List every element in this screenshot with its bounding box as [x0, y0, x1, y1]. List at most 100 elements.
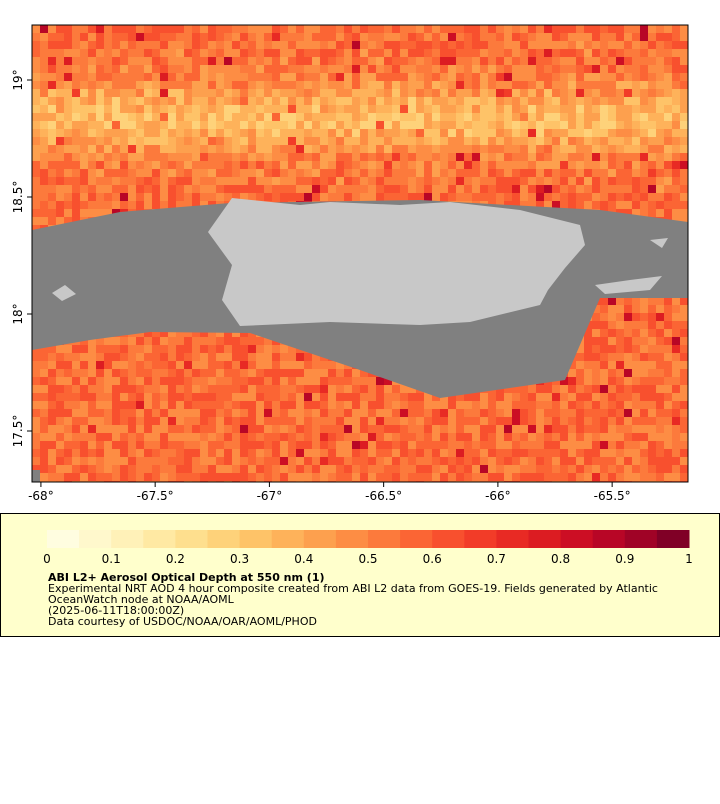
aod-cell [496, 129, 504, 137]
aod-cell [624, 49, 632, 57]
aod-cell [664, 169, 672, 177]
aod-cell [224, 185, 232, 193]
aod-cell [472, 465, 480, 473]
aod-cell [208, 177, 216, 185]
aod-cell [184, 393, 192, 401]
aod-cell [240, 457, 248, 465]
aod-cell [208, 337, 216, 345]
aod-cell [576, 89, 584, 97]
aod-cell [480, 33, 488, 41]
aod-cell [120, 57, 128, 65]
aod-cell [544, 161, 552, 169]
aod-cell [328, 161, 336, 169]
aod-cell [416, 49, 424, 57]
aod-cell [656, 113, 664, 121]
aod-cell [384, 161, 392, 169]
aod-cell [536, 97, 544, 105]
aod-cell [320, 129, 328, 137]
aod-cell [64, 417, 72, 425]
aod-cell [40, 169, 48, 177]
aod-cell [680, 433, 688, 441]
aod-cell [48, 73, 56, 81]
aod-cell [560, 185, 568, 193]
aod-cell [312, 49, 320, 57]
aod-cell [512, 41, 520, 49]
aod-cell [488, 57, 496, 65]
aod-cell [240, 193, 248, 201]
aod-cell [232, 417, 240, 425]
aod-cell [288, 473, 296, 481]
aod-cell [648, 145, 656, 153]
aod-cell [120, 465, 128, 473]
aod-cell [584, 369, 592, 377]
aod-cell [488, 121, 496, 129]
aod-cell [168, 65, 176, 73]
aod-cell [672, 441, 680, 449]
aod-cell [464, 401, 472, 409]
aod-cell [512, 161, 520, 169]
aod-cell [616, 449, 624, 457]
aod-cell [32, 145, 40, 153]
aod-cell [256, 161, 264, 169]
aod-cell [128, 417, 136, 425]
aod-cell [296, 385, 304, 393]
aod-cell [136, 97, 144, 105]
aod-cell [416, 25, 424, 33]
aod-cell [576, 137, 584, 145]
aod-cell [600, 385, 608, 393]
aod-cell [488, 49, 496, 57]
aod-cell [40, 409, 48, 417]
aod-cell [216, 113, 224, 121]
aod-cell [280, 33, 288, 41]
aod-cell [552, 97, 560, 105]
aod-cell [480, 193, 488, 201]
aod-cell [136, 433, 144, 441]
aod-cell [128, 385, 136, 393]
aod-cell [136, 73, 144, 81]
aod-cell [40, 65, 48, 73]
aod-cell [552, 129, 560, 137]
aod-cell [456, 89, 464, 97]
aod-cell [456, 417, 464, 425]
aod-cell [200, 345, 208, 353]
aod-cell [648, 473, 656, 481]
aod-cell [272, 193, 280, 201]
aod-cell [656, 377, 664, 385]
aod-cell [64, 377, 72, 385]
aod-cell [304, 113, 312, 121]
aod-cell [152, 377, 160, 385]
aod-cell [448, 465, 456, 473]
aod-cell [160, 185, 168, 193]
aod-cell [488, 65, 496, 73]
aod-cell [176, 177, 184, 185]
aod-cell [664, 153, 672, 161]
aod-cell [312, 409, 320, 417]
aod-cell [344, 97, 352, 105]
aod-cell [168, 377, 176, 385]
aod-cell [72, 177, 80, 185]
aod-cell [616, 321, 624, 329]
aod-cell [104, 105, 112, 113]
aod-cell [328, 361, 336, 369]
aod-cell [504, 449, 512, 457]
aod-cell [576, 105, 584, 113]
aod-cell [168, 433, 176, 441]
aod-cell [312, 473, 320, 481]
aod-cell [320, 105, 328, 113]
aod-cell [256, 137, 264, 145]
aod-cell [224, 25, 232, 33]
aod-cell [296, 409, 304, 417]
aod-cell [632, 305, 640, 313]
aod-cell [192, 185, 200, 193]
aod-cell [576, 25, 584, 33]
aod-cell [536, 409, 544, 417]
aod-cell [80, 345, 88, 353]
aod-cell [400, 113, 408, 121]
aod-cell [120, 433, 128, 441]
aod-cell [88, 25, 96, 33]
aod-cell [64, 41, 72, 49]
aod-cell [376, 417, 384, 425]
aod-cell [680, 393, 688, 401]
aod-cell [88, 113, 96, 121]
aod-cell [560, 385, 568, 393]
